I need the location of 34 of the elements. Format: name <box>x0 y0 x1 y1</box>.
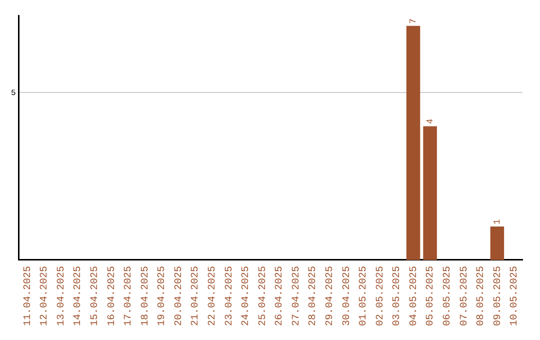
x-tick-label: 07.05.2025 <box>459 266 470 326</box>
x-tick-label: 05.05.2025 <box>426 266 437 326</box>
x-tick-label: 10.05.2025 <box>510 266 521 326</box>
x-tick-label: 17.04.2025 <box>124 266 135 326</box>
y-tick-label: 5 <box>10 88 16 98</box>
data-label: 4 <box>425 118 436 124</box>
x-tick-label: 21.04.2025 <box>190 266 202 326</box>
x-tick-label: 06.05.2025 <box>442 266 454 326</box>
x-tick-label: 24.04.2025 <box>241 266 252 326</box>
x-tick-label: 03.05.2025 <box>392 266 404 326</box>
x-tick-label: 26.04.2025 <box>274 266 286 326</box>
x-tick-label: 01.05.2025 <box>358 266 370 326</box>
x-tick-label: 20.04.2025 <box>174 266 185 326</box>
x-tick-label: 14.04.2025 <box>73 266 84 326</box>
x-tick-label: 29.04.2025 <box>324 266 336 326</box>
x-tick-label: 04.05.2025 <box>408 266 420 326</box>
x-tick-label: 11.04.2025 <box>22 266 34 326</box>
x-tick-label: 19.04.2025 <box>157 266 168 326</box>
data-label: 7 <box>408 18 419 24</box>
x-tick-label: 02.05.2025 <box>375 266 386 326</box>
x-tick-label: 22.04.2025 <box>207 266 218 326</box>
x-tick-label: 12.04.2025 <box>40 266 51 326</box>
x-tick-label: 13.04.2025 <box>56 266 68 326</box>
x-tick-label: 09.05.2025 <box>492 266 504 326</box>
x-tick-label: 25.04.2025 <box>258 266 269 326</box>
x-tick-label: 16.04.2025 <box>106 266 118 326</box>
x-tick-label: 08.05.2025 <box>476 266 488 326</box>
data-label: 1 <box>492 219 503 225</box>
x-tick-label: 28.04.2025 <box>308 266 320 326</box>
x-tick-label: 15.04.2025 <box>90 266 101 326</box>
x-tick-label: 30.04.2025 <box>342 266 353 326</box>
x-tick-label: 23.04.2025 <box>224 266 236 326</box>
x-tick-label: 27.04.2025 <box>291 266 302 326</box>
x-tick-label: 18.04.2025 <box>140 266 152 326</box>
